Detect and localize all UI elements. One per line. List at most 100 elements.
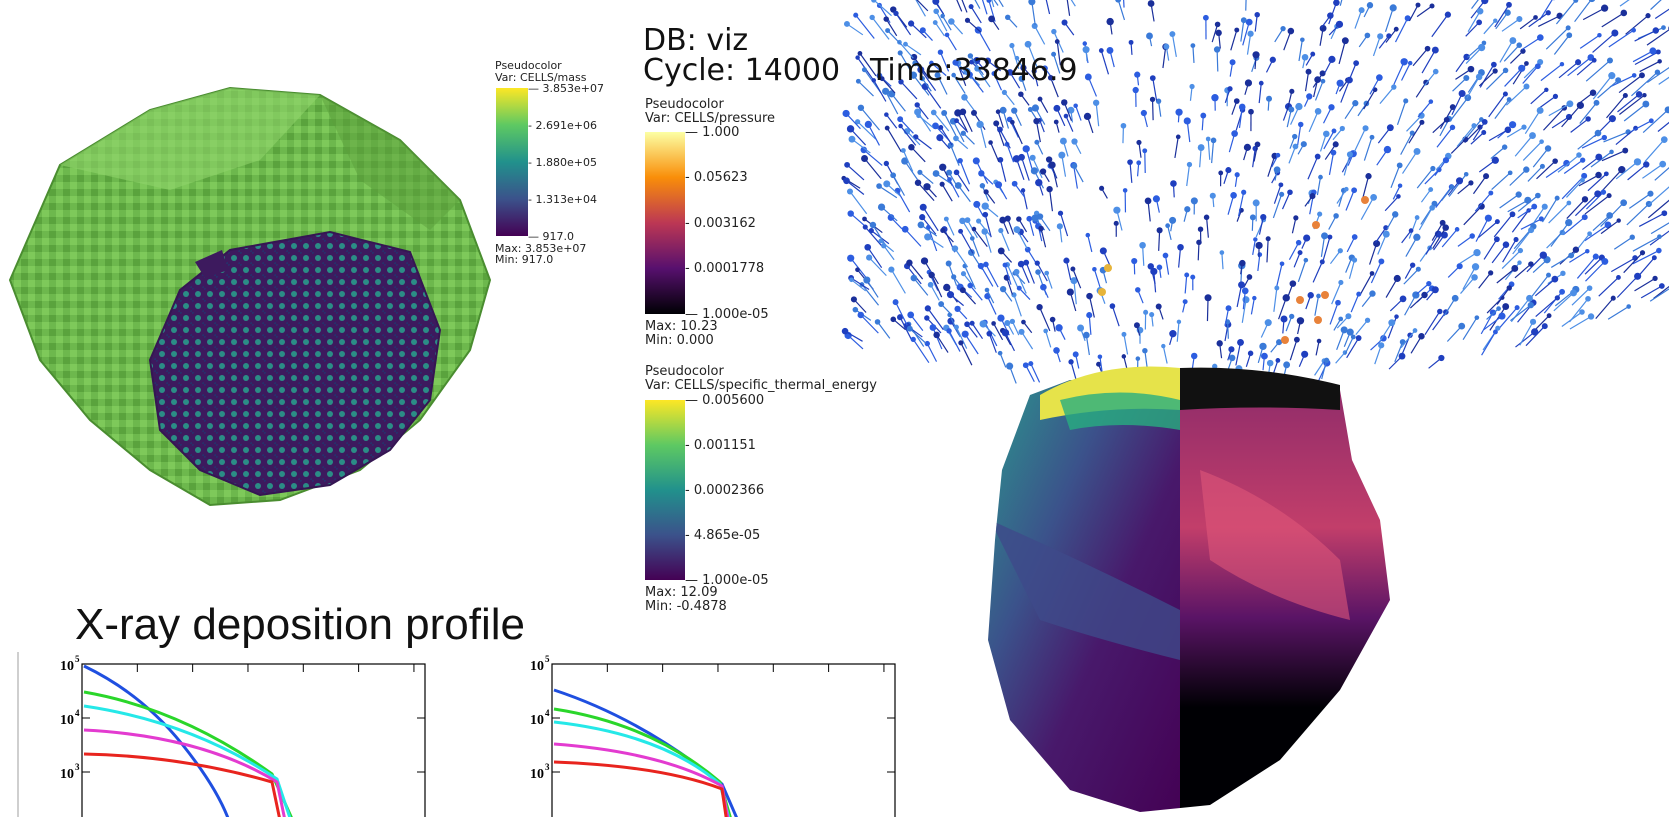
- velocity-arrow-head: [897, 50, 903, 56]
- velocity-arrow: [1051, 164, 1058, 188]
- velocity-arrow: [1073, 165, 1078, 189]
- velocity-arrow-head: [1099, 185, 1105, 191]
- velocity-arrow-head: [1121, 331, 1127, 337]
- pressure-tick-4: 1.000e-05: [702, 307, 769, 322]
- y-tick-exponent: 5: [75, 654, 80, 664]
- velocity-arrow-head: [1631, 73, 1637, 78]
- velocity-arrow: [1514, 263, 1532, 279]
- velocity-arrow: [1561, 104, 1581, 128]
- velocity-arrow-head: [1182, 299, 1188, 305]
- velocity-arrow-head: [1028, 361, 1034, 367]
- velocity-arrow: [851, 279, 867, 292]
- velocity-arrow-head: [890, 172, 897, 179]
- velocity-arrow-head: [937, 49, 944, 55]
- velocity-arrow-head: [1439, 219, 1446, 226]
- velocity-arrow: [1237, 192, 1245, 217]
- velocity-arrow: [1584, 224, 1609, 242]
- velocity-arrow-head: [1664, 106, 1669, 114]
- velocity-arrow-head: [1391, 211, 1399, 218]
- velocity-arrow-head: [1022, 145, 1030, 153]
- velocity-arrow: [1350, 293, 1360, 313]
- mass-tick-2: 1.880e+05: [535, 156, 597, 169]
- velocity-arrow-head: [1316, 293, 1321, 299]
- velocity-arrow-head: [947, 142, 954, 149]
- velocity-arrow: [943, 112, 957, 136]
- velocity-arrow-head: [1045, 156, 1053, 163]
- velocity-arrow: [1440, 186, 1453, 202]
- velocity-arrow: [1535, 297, 1558, 317]
- velocity-arrow: [908, 262, 924, 280]
- velocity-arrow-head: [883, 180, 891, 188]
- velocity-arrow: [1619, 94, 1645, 115]
- velocity-arrow: [1515, 331, 1536, 348]
- velocity-arrow: [1369, 243, 1378, 265]
- velocity-arrow: [1504, 67, 1523, 87]
- velocity-arrow-head: [862, 216, 867, 222]
- velocity-arrow: [1452, 77, 1467, 92]
- velocity-arrow: [1039, 98, 1049, 113]
- velocity-arrow-head: [1523, 166, 1530, 173]
- velocity-arrow: [916, 104, 929, 120]
- velocity-arrow: [1446, 325, 1463, 342]
- velocity-arrow-head: [1282, 294, 1290, 302]
- velocity-arrow-head: [1351, 234, 1358, 240]
- velocity-arrow: [1363, 89, 1376, 110]
- velocity-arrow: [1615, 161, 1638, 180]
- velocity-arrow: [959, 160, 971, 185]
- velocity-arrow-head: [1054, 39, 1060, 44]
- velocity-arrow-head: [1155, 303, 1162, 310]
- velocity-arrow: [1501, 250, 1521, 270]
- velocity-arrow-head: [1289, 88, 1295, 94]
- velocity-arrow-head: [1231, 130, 1238, 137]
- velocity-arrow: [1592, 32, 1616, 53]
- velocity-arrow: [1025, 364, 1035, 383]
- velocity-arrow-head: [969, 320, 975, 326]
- velocity-arrow-head: [1358, 7, 1365, 14]
- velocity-arrow-head: [854, 119, 861, 125]
- velocity-arrow-head: [1642, 100, 1650, 108]
- y-tick-exponent: 3: [75, 762, 80, 772]
- velocity-arrow-head: [861, 67, 867, 73]
- velocity-arrow-head: [959, 287, 966, 294]
- velocity-arrow-head: [951, 72, 956, 78]
- velocity-arrow: [1543, 291, 1563, 314]
- velocity-arrow-head: [943, 283, 951, 292]
- velocity-arrow-head: [1429, 205, 1435, 211]
- velocity-arrow: [1465, 47, 1483, 64]
- velocity-arrow-head: [1024, 246, 1031, 253]
- velocity-arrow: [898, 41, 914, 59]
- velocity-arrow-head: [1364, 32, 1371, 39]
- velocity-arrow-head: [1576, 152, 1582, 158]
- velocity-arrow-head: [864, 120, 872, 129]
- velocity-arrow-head: [1190, 274, 1196, 280]
- energy-tick-1: 0.001151: [693, 438, 756, 453]
- velocity-arrow: [1283, 30, 1292, 51]
- velocity-arrow-head: [1336, 79, 1344, 87]
- velocity-arrow-head: [1514, 305, 1520, 311]
- velocity-arrow-head: [843, 20, 850, 27]
- velocity-arrow-head: [1289, 313, 1295, 320]
- velocity-arrow-head: [1197, 226, 1204, 232]
- velocity-arrow-head: [976, 120, 984, 129]
- velocity-arrow-head: [842, 109, 850, 118]
- velocity-arrow-head: [1474, 315, 1480, 320]
- xray-title: X-ray deposition profile: [75, 600, 526, 649]
- velocity-arrow: [1286, 91, 1293, 111]
- velocity-arrow-head: [1413, 147, 1421, 155]
- velocity-arrow: [1025, 262, 1035, 284]
- velocity-arrow: [946, 34, 957, 51]
- velocity-arrow-head: [1528, 227, 1535, 234]
- velocity-arrow-head: [1204, 294, 1212, 302]
- velocity-arrow: [895, 301, 908, 326]
- velocity-arrow-head: [1364, 317, 1371, 323]
- velocity-arrow: [1258, 83, 1262, 104]
- velocity-arrow-head: [1013, 268, 1020, 275]
- velocity-arrow: [1592, 215, 1611, 232]
- velocity-arrow-head: [1306, 93, 1313, 100]
- velocity-arrow-head: [1009, 318, 1016, 325]
- velocity-arrow-head: [954, 305, 961, 313]
- velocity-arrow-head: [1493, 236, 1500, 243]
- velocity-arrow-head: [1189, 83, 1195, 90]
- velocity-arrow-head: [1228, 346, 1235, 353]
